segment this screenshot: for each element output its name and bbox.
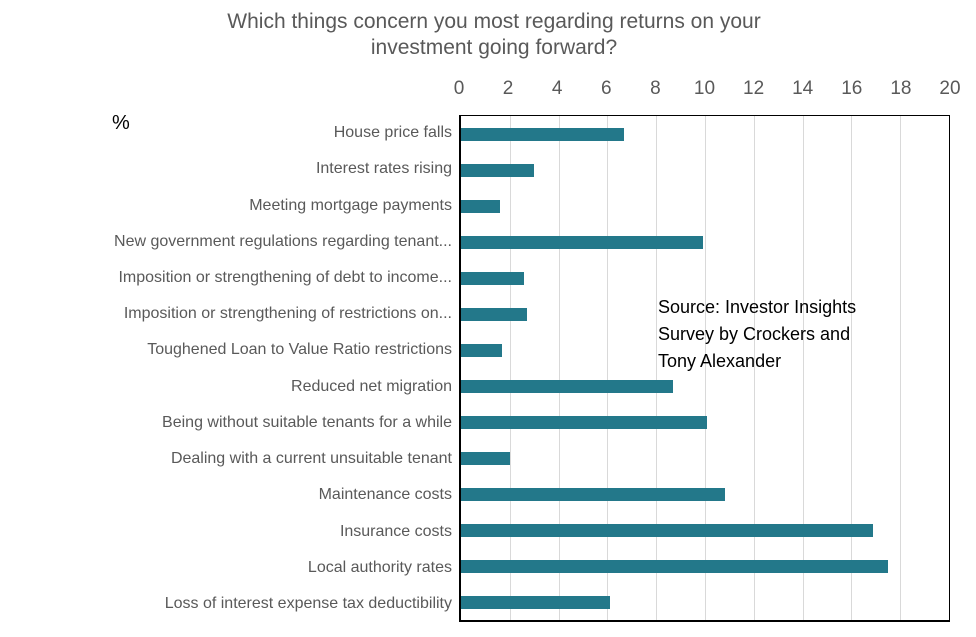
- category-label: New government regulations regarding ten…: [114, 232, 452, 250]
- chart-title: Which things concern you most regarding …: [14, 9, 974, 61]
- x-tick-label: 4: [551, 78, 563, 99]
- bar-row: [461, 584, 949, 620]
- bar: [461, 451, 510, 465]
- category-label: Maintenance costs: [318, 486, 452, 504]
- bar: [461, 271, 525, 285]
- bar-row: [461, 512, 949, 548]
- gridline: [753, 116, 755, 620]
- gridline: [851, 116, 853, 620]
- bar-row: [461, 368, 949, 404]
- x-tick-label: 6: [601, 78, 612, 99]
- gridline: [802, 116, 804, 620]
- bar: [461, 163, 535, 177]
- bar-row: [461, 404, 949, 440]
- bar-row: [461, 116, 949, 152]
- plot-area: Source: Investor Insights Survey by Croc…: [459, 115, 950, 622]
- bar-row: [461, 440, 949, 476]
- category-label: Imposition or strengthening of restricti…: [123, 305, 452, 323]
- bar: [461, 127, 625, 141]
- bar: [461, 379, 674, 393]
- bar: [461, 523, 874, 537]
- category-label: Imposition or strengthening of debt to i…: [118, 268, 452, 286]
- category-label: Toughened Loan to Value Ratio restrictio…: [147, 341, 452, 359]
- source-note-line-1: Source: Investor Insights: [658, 297, 857, 317]
- bar-row: [461, 296, 949, 332]
- x-tick-label: 12: [743, 78, 765, 99]
- category-label: Dealing with a current unsuitable tenant: [170, 450, 452, 468]
- category-label: Local authority rates: [307, 558, 452, 576]
- gridline: [705, 116, 706, 620]
- x-tick-label: 18: [890, 78, 912, 99]
- gridline: [607, 116, 609, 620]
- x-tick-label: 10: [693, 78, 716, 99]
- bar: [461, 307, 527, 321]
- category-label: Insurance costs: [339, 522, 452, 540]
- bar: [461, 199, 501, 213]
- bar: [461, 343, 503, 357]
- bar-row: [461, 476, 949, 512]
- category-label: Reduced net migration: [291, 377, 452, 395]
- category-label: Interest rates rising: [315, 160, 452, 178]
- bar: [461, 595, 610, 609]
- x-tick-label: 8: [650, 78, 661, 99]
- x-tick-label: 2: [502, 78, 514, 99]
- bar-row: [461, 152, 949, 188]
- gridline: [558, 116, 560, 620]
- source-note: Source: Investor Insights Survey by Croc…: [658, 294, 856, 375]
- bar-row: [461, 260, 949, 296]
- bar-row: [461, 548, 949, 584]
- source-note-line-3: Tony Alexander: [658, 351, 782, 371]
- bar: [461, 487, 725, 501]
- x-tick-label: 16: [841, 78, 863, 99]
- chart-title-line-1: Which things concern you most regarding …: [227, 10, 761, 33]
- category-label: Being without suitable tenants for a whi…: [162, 413, 452, 431]
- gridline: [509, 116, 511, 620]
- bar-row: [461, 188, 949, 224]
- category-label: Meeting mortgage payments: [249, 196, 452, 214]
- category-label: House price falls: [333, 124, 452, 142]
- chart-title-line-2: investment going forward?: [370, 36, 618, 59]
- bar-row: [461, 224, 949, 260]
- bar: [461, 559, 888, 573]
- x-tick-label: 14: [792, 78, 814, 99]
- source-note-line-2: Survey by Crockers and: [658, 324, 851, 344]
- bars: [461, 116, 949, 620]
- category-axis-labels: House price falls Interest rates rising Me…: [0, 115, 452, 622]
- category-label: Loss of interest expense tax deductibili…: [164, 594, 452, 612]
- axis-unit-label: %: [112, 112, 130, 134]
- gridline: [900, 116, 902, 620]
- bar: [461, 235, 703, 249]
- bar: [461, 415, 708, 429]
- x-tick-label: 0: [453, 78, 465, 99]
- bar-row: [461, 332, 949, 368]
- gridline: [656, 116, 658, 620]
- x-tick-label: 20: [939, 78, 961, 99]
- x-axis-ticks: 0 2 4 6 8 10 12 14 16 18 20: [454, 76, 961, 102]
